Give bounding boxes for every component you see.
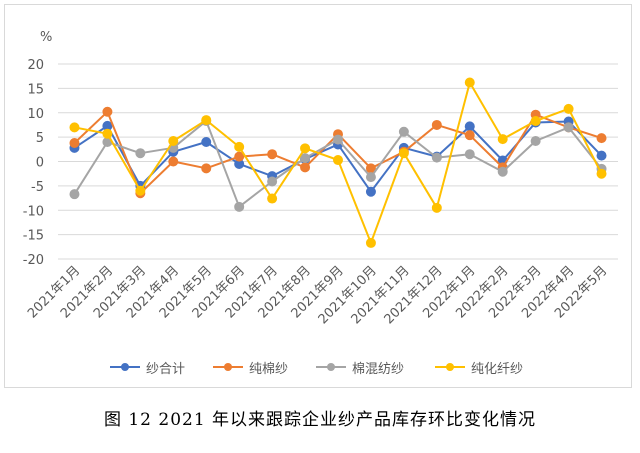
data-point <box>563 103 574 114</box>
legend-item: 纯化纤纱 <box>435 357 523 377</box>
data-point <box>102 128 113 139</box>
data-point <box>596 133 607 144</box>
legend-marker-icon <box>435 361 465 373</box>
data-point <box>365 172 376 183</box>
data-point <box>300 162 311 173</box>
series-3 <box>69 77 607 248</box>
data-point <box>201 163 212 174</box>
data-point <box>135 148 146 159</box>
data-point <box>431 152 442 163</box>
figure-caption: 图 12 2021 年以来跟踪企业纱产品库存环比变化情况 <box>103 410 537 430</box>
data-point <box>168 136 179 147</box>
y-tick-label: 5 <box>36 131 44 146</box>
y-tick-label: -20 <box>23 253 44 268</box>
legend-label: 纱合计 <box>146 361 186 377</box>
data-point <box>69 189 80 200</box>
data-point <box>365 186 376 197</box>
series-2 <box>69 116 607 212</box>
data-point <box>464 77 475 88</box>
legend-marker-icon <box>213 361 243 373</box>
data-point <box>69 122 80 133</box>
chart-frame <box>4 4 632 388</box>
data-point <box>267 193 278 204</box>
data-point <box>201 115 212 126</box>
legend-label: 纯棉纱 <box>249 361 289 377</box>
data-point <box>234 201 245 212</box>
data-point <box>201 137 212 147</box>
data-point <box>596 150 607 161</box>
y-axis-unit-label: % <box>40 30 52 45</box>
y-tick-label: -5 <box>31 180 44 195</box>
data-point <box>267 176 278 187</box>
data-point <box>102 106 113 117</box>
series-lines <box>69 77 607 248</box>
legend-label: 纯化纤纱 <box>471 361 524 377</box>
gridlines <box>58 63 618 260</box>
x-axis-ticks: 2021年1月2021年2月2021年3月2021年4月2021年5月2021年… <box>25 263 610 327</box>
legend-marker-icon <box>316 361 346 373</box>
data-point <box>563 122 574 133</box>
data-point <box>300 153 311 164</box>
data-point <box>234 151 245 162</box>
legend-item: 纱合计 <box>110 357 185 377</box>
legend-marker-icon <box>110 361 140 373</box>
data-point <box>333 134 343 145</box>
y-tick-label: 0 <box>36 156 44 171</box>
data-point <box>464 121 475 132</box>
y-tick-label: 20 <box>27 58 44 73</box>
data-point <box>497 166 508 177</box>
y-tick-label: 10 <box>27 107 44 122</box>
data-point <box>431 202 442 213</box>
data-point <box>431 119 442 130</box>
data-point <box>464 130 475 141</box>
legend-item: 棉混纺纱 <box>316 357 404 377</box>
chart-legend: 纱合计 纯棉纱 棉混纺纱 纯化纤纱 <box>0 357 640 377</box>
data-point <box>333 155 343 166</box>
data-point <box>497 134 508 145</box>
y-tick-label: 15 <box>27 82 44 97</box>
data-point <box>300 143 311 154</box>
data-point <box>69 137 80 148</box>
data-point <box>398 148 409 159</box>
y-tick-label: -15 <box>23 229 44 244</box>
legend-label: 棉混纺纱 <box>352 361 405 377</box>
data-point <box>234 141 245 152</box>
data-point <box>596 168 607 179</box>
data-point <box>530 136 541 147</box>
data-point <box>464 149 475 160</box>
data-point <box>398 126 409 137</box>
data-point <box>168 156 179 167</box>
y-tick-label: -10 <box>23 204 44 219</box>
legend-item: 纯棉纱 <box>213 357 288 377</box>
data-point <box>530 116 541 127</box>
data-point <box>135 185 146 196</box>
data-point <box>267 149 278 160</box>
y-axis-ticks: 20 15 10 5 0 -5 -10 -15 -20 <box>23 58 44 268</box>
line-chart: 20 15 10 5 0 -5 -10 -15 -20 2021年1月2021年2月2021年3… <box>23 30 618 327</box>
data-point <box>365 237 376 248</box>
